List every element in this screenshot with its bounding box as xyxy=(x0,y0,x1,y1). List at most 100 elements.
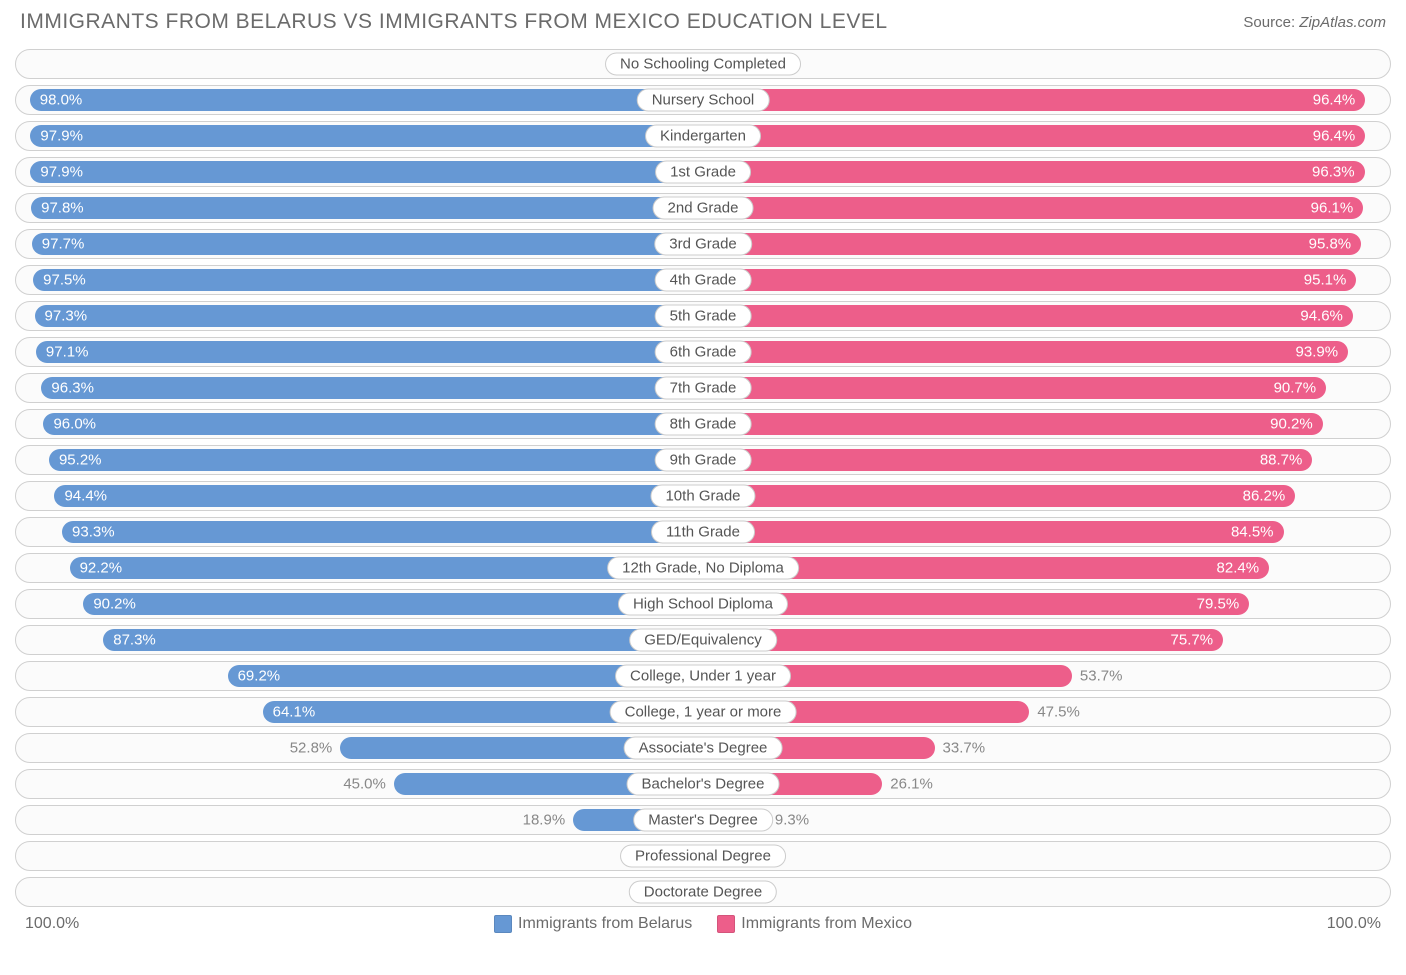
category-label: Master's Degree xyxy=(633,809,773,832)
value-label-right: 84.5% xyxy=(1231,524,1274,541)
header-row: IMMIGRANTS FROM BELARUS VS IMMIGRANTS FR… xyxy=(15,10,1391,34)
axis-left-end: 100.0% xyxy=(25,915,79,933)
chart-row: 97.1% 93.9% 6th Grade xyxy=(15,337,1391,367)
category-label: Associate's Degree xyxy=(624,737,783,760)
bar-left xyxy=(54,485,703,507)
value-label-right: 47.5% xyxy=(1037,704,1080,721)
source-label: Source: xyxy=(1243,14,1299,31)
chart-row: 97.7%95.8%3rd Grade xyxy=(15,229,1391,259)
chart-row: 97.5%95.1%4th Grade xyxy=(15,265,1391,295)
category-label: Nursery School xyxy=(637,89,770,112)
value-label-left: 97.9% xyxy=(40,164,83,181)
axis-right-end: 100.0% xyxy=(1327,915,1381,933)
category-label: GED/Equivalency xyxy=(629,629,777,652)
category-label: No Schooling Completed xyxy=(605,53,801,76)
bar-left xyxy=(41,377,703,399)
bar-right xyxy=(703,485,1295,507)
value-label-right: 94.6% xyxy=(1300,308,1343,325)
chart-row: 96.0%90.2%8th Grade xyxy=(15,409,1391,439)
category-label: College, Under 1 year xyxy=(615,665,791,688)
chart-title: IMMIGRANTS FROM BELARUS VS IMMIGRANTS FR… xyxy=(20,10,888,34)
value-label-right: 96.3% xyxy=(1312,164,1355,181)
category-label: 6th Grade xyxy=(655,341,752,364)
value-label-left: 90.2% xyxy=(93,596,136,613)
chart-row: 93.3% 84.5% 11th Grade xyxy=(15,517,1391,547)
value-label-right: 86.2% xyxy=(1243,488,1286,505)
bar-right xyxy=(703,197,1363,219)
legend-item-right: Immigrants from Mexico xyxy=(717,915,912,933)
bar-left xyxy=(30,161,703,183)
bar-right xyxy=(703,269,1356,291)
chart-row: 95.2%88.7%9th Grade xyxy=(15,445,1391,475)
category-label: 3rd Grade xyxy=(654,233,752,256)
category-label: 11th Grade xyxy=(651,521,755,544)
value-label-right: 26.1% xyxy=(890,776,933,793)
chart-row: 97.9% 96.3% 1st Grade xyxy=(15,157,1391,187)
value-label-right: 33.7% xyxy=(943,740,986,757)
value-label-right: 53.7% xyxy=(1080,668,1123,685)
footer-row: 100.0% Immigrants from Belarus Immigrant… xyxy=(15,915,1391,933)
value-label-left: 97.1% xyxy=(46,344,89,361)
category-label: College, 1 year or more xyxy=(610,701,797,724)
chart-row: 96.3%90.7%7th Grade xyxy=(15,373,1391,403)
bar-right xyxy=(703,377,1326,399)
bar-left xyxy=(62,521,703,543)
value-label-left: 18.9% xyxy=(523,812,566,829)
category-label: 8th Grade xyxy=(655,413,752,436)
legend-label-left: Immigrants from Belarus xyxy=(518,915,692,933)
value-label-right: 79.5% xyxy=(1197,596,1240,613)
category-label: Professional Degree xyxy=(620,845,786,868)
chart-row: 64.1%47.5%College, 1 year or more xyxy=(15,697,1391,727)
value-label-left: 93.3% xyxy=(72,524,115,541)
value-label-left: 97.5% xyxy=(43,272,86,289)
value-label-left: 94.4% xyxy=(64,488,107,505)
bar-left xyxy=(83,593,703,615)
value-label-right: 96.1% xyxy=(1311,200,1354,217)
value-label-right: 82.4% xyxy=(1217,560,1260,577)
chart-row: 92.2% 82.4% 12th Grade, No Diploma xyxy=(15,553,1391,583)
chart-row: 18.9%9.3%Master's Degree xyxy=(15,805,1391,835)
chart-row: 52.8%33.7%Associate's Degree xyxy=(15,733,1391,763)
chart-row: 5.5%2.6%Professional Degree xyxy=(15,841,1391,871)
value-label-left: 97.7% xyxy=(42,236,85,253)
value-label-left: 87.3% xyxy=(113,632,156,649)
category-label: 7th Grade xyxy=(655,377,752,400)
category-label: High School Diploma xyxy=(618,593,788,616)
source-attribution: Source: ZipAtlas.com xyxy=(1243,14,1386,31)
value-label-left: 92.2% xyxy=(80,560,123,577)
bar-right xyxy=(703,161,1365,183)
value-label-left: 97.3% xyxy=(45,308,88,325)
category-label: 12th Grade, No Diploma xyxy=(607,557,799,580)
chart-row: 97.9%96.4%Kindergarten xyxy=(15,121,1391,151)
category-label: 9th Grade xyxy=(655,449,752,472)
bar-right xyxy=(703,233,1361,255)
source-value: ZipAtlas.com xyxy=(1299,14,1386,31)
bar-right xyxy=(703,341,1348,363)
category-label: 2nd Grade xyxy=(653,197,754,220)
bar-right xyxy=(703,413,1323,435)
chart-rows: 2.1%3.6%No Schooling Completed98.0%96.4%… xyxy=(15,49,1391,907)
value-label-left: 69.2% xyxy=(238,668,281,685)
bar-left xyxy=(35,305,703,327)
chart-row: 97.3%94.6%5th Grade xyxy=(15,301,1391,331)
bar-left xyxy=(30,125,703,147)
bar-right xyxy=(703,125,1365,147)
category-label: Bachelor's Degree xyxy=(627,773,780,796)
value-label-left: 97.8% xyxy=(41,200,84,217)
category-label: 1st Grade xyxy=(655,161,751,184)
chart-row: 45.0% 26.1% Bachelor's Degree xyxy=(15,769,1391,799)
bar-right xyxy=(703,305,1353,327)
value-label-left: 45.0% xyxy=(343,776,386,793)
value-label-right: 88.7% xyxy=(1260,452,1303,469)
value-label-right: 96.4% xyxy=(1313,92,1356,109)
legend-swatch-left xyxy=(494,915,512,933)
category-label: 4th Grade xyxy=(655,269,752,292)
category-label: Doctorate Degree xyxy=(629,881,777,904)
value-label-right: 90.2% xyxy=(1270,416,1313,433)
chart-row: 98.0%96.4%Nursery School xyxy=(15,85,1391,115)
chart-row: 97.8% 96.1% 2nd Grade xyxy=(15,193,1391,223)
chart-row: 2.2%1.1%Doctorate Degree xyxy=(15,877,1391,907)
value-label-right: 93.9% xyxy=(1296,344,1339,361)
chart-row: 87.3%75.7%GED/Equivalency xyxy=(15,625,1391,655)
legend: Immigrants from Belarus Immigrants from … xyxy=(494,915,912,933)
